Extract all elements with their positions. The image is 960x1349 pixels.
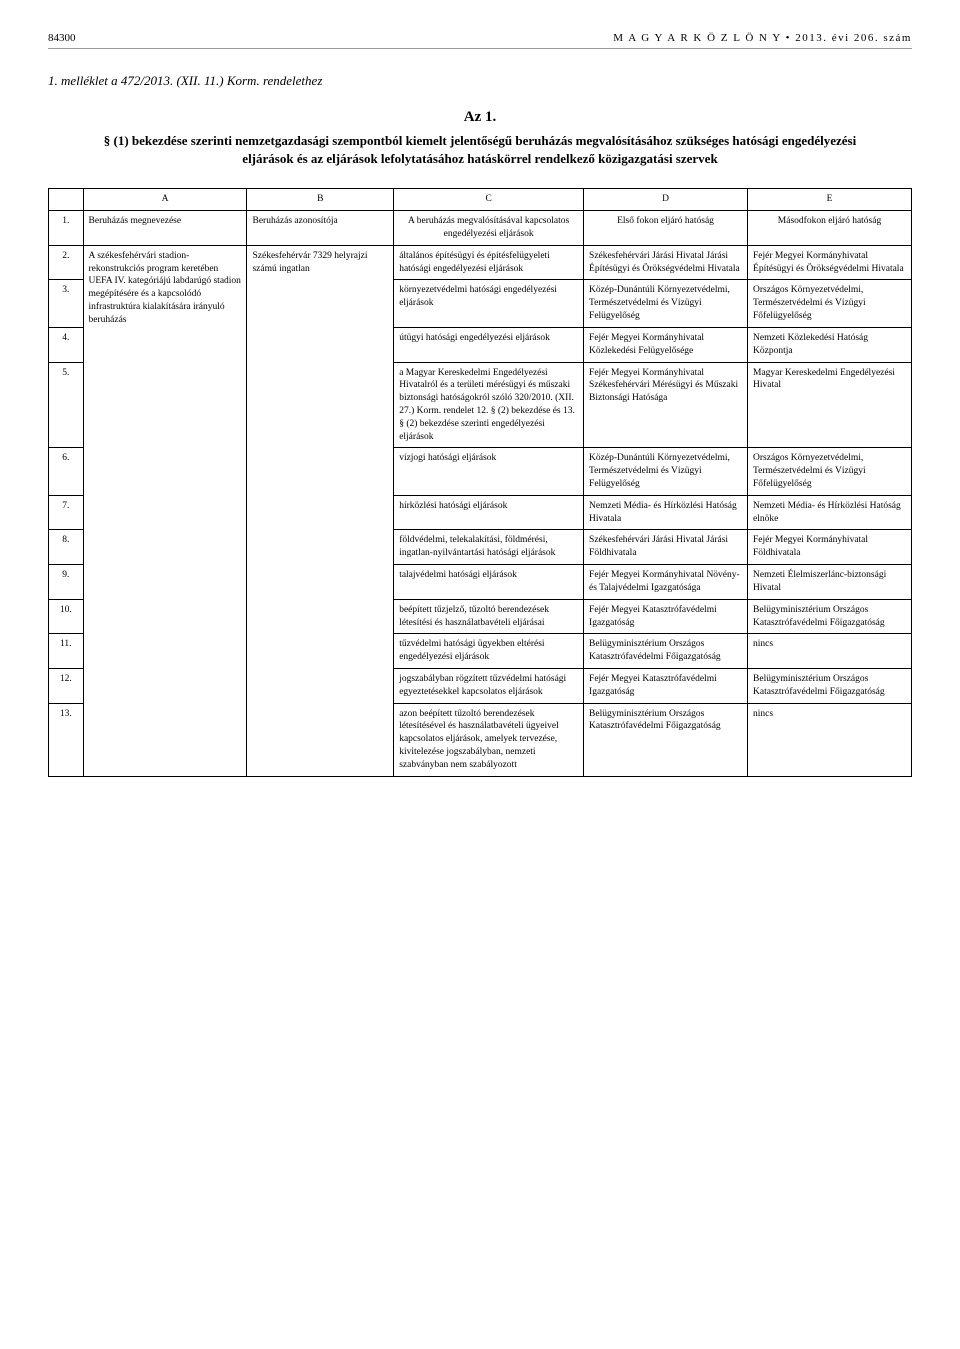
cell-c: a Magyar Kereskedelmi Engedélyezési Hiva…: [394, 362, 584, 448]
cell-d: Fejér Megyei Kormányhivatal Székesfehérv…: [584, 362, 748, 448]
authorities-table: A B C D E 1. Beruházás megnevezése Beruh…: [48, 188, 912, 776]
cell-d: Nemzeti Média- és Hírközlési Hatóság Hiv…: [584, 495, 748, 530]
cell-d: Belügyminisztérium Országos Katasztrófav…: [584, 634, 748, 669]
cell-d: Székesfehérvári Járási Hivatal Járási Fö…: [584, 530, 748, 565]
cell-c: általános építésügyi és építésfelügyelet…: [394, 245, 584, 280]
cell-c: tűzvédelmi hatósági ügyekben eltérési en…: [394, 634, 584, 669]
cell-e: Nemzeti Média- és Hírközlési Hatóság eln…: [748, 495, 912, 530]
col-E: E: [748, 189, 912, 211]
page-number: 84300: [48, 32, 76, 44]
section-title: Az 1.: [48, 109, 912, 126]
investment-id: Székesfehérvár 7329 helyrajzi számú inga…: [247, 245, 394, 776]
row-num: 4.: [49, 327, 84, 362]
cell-d: Fejér Megyei Katasztrófavédelmi Igazgató…: [584, 668, 748, 703]
row-num: 11.: [49, 634, 84, 669]
cell-e: Belügyminisztérium Országos Katasztrófav…: [748, 599, 912, 634]
cell-c: környezetvédelmi hatósági engedélyezési …: [394, 280, 584, 327]
cell-d: Fejér Megyei Katasztrófavédelmi Igazgató…: [584, 599, 748, 634]
cell-d: Belügyminisztérium Országos Katasztrófav…: [584, 703, 748, 776]
cell-e: Belügyminisztérium Országos Katasztrófav…: [748, 668, 912, 703]
cell-c: útügyi hatósági engedélyezési eljárások: [394, 327, 584, 362]
cell-e: Fejér Megyei Kormányhivatal Építésügyi é…: [748, 245, 912, 280]
cell-e: Országos Környezetvédelmi, Természetvéde…: [748, 280, 912, 327]
section-subtitle: § (1) bekezdése szerinti nemzetgazdasági…: [48, 132, 912, 168]
cell-d: Fejér Megyei Kormányhivatal Közlekedési …: [584, 327, 748, 362]
col-blank: [49, 189, 84, 211]
cell-c: azon beépített tűzoltó berendezések léte…: [394, 703, 584, 776]
hdr-a: Beruházás megnevezése: [83, 211, 247, 246]
col-C: C: [394, 189, 584, 211]
row-num: 12.: [49, 668, 84, 703]
cell-d: Székesfehérvári Járási Hivatal Járási Ép…: [584, 245, 748, 280]
cell-e: Nemzeti Közlekedési Hatóság Központja: [748, 327, 912, 362]
document-page: 84300 M A G Y A R K Ö Z L Ö N Y • 2013. …: [0, 0, 960, 809]
attachment-ref: 1. melléklet a 472/2013. (XII. 11.) Korm…: [48, 73, 912, 89]
table-column-letters: A B C D E: [49, 189, 912, 211]
row-num: 3.: [49, 280, 84, 327]
cell-e: Fejér Megyei Kormányhivatal Földhivatala: [748, 530, 912, 565]
cell-e: Országos Környezetvédelmi, Természetvéde…: [748, 448, 912, 495]
hdr-b: Beruházás azonosítója: [247, 211, 394, 246]
table-row: 2. A székesfehérvári stadion-rekonstrukc…: [49, 245, 912, 280]
hdr-c: A beruházás megvalósításával kapcsolatos…: [394, 211, 584, 246]
row-num: 13.: [49, 703, 84, 776]
row-num: 10.: [49, 599, 84, 634]
table-header-row: 1. Beruházás megnevezése Beruházás azono…: [49, 211, 912, 246]
col-D: D: [584, 189, 748, 211]
cell-d: Közép-Dunántúli Környezetvédelmi, Termés…: [584, 280, 748, 327]
hdr-d: Első fokon eljáró hatóság: [584, 211, 748, 246]
cell-d: Fejér Megyei Kormányhivatal Növény- és T…: [584, 565, 748, 600]
cell-c: hírközlési hatósági eljárások: [394, 495, 584, 530]
row-num: 7.: [49, 495, 84, 530]
hdr-e: Másodfokon eljáró hatóság: [748, 211, 912, 246]
cell-d: Közép-Dunántúli Környezetvédelmi, Termés…: [584, 448, 748, 495]
col-B: B: [247, 189, 394, 211]
row-num: 8.: [49, 530, 84, 565]
cell-c: vízjogi hatósági eljárások: [394, 448, 584, 495]
cell-e: nincs: [748, 703, 912, 776]
cell-c: beépített tűzjelző, tűzoltó berendezések…: [394, 599, 584, 634]
col-A: A: [83, 189, 247, 211]
cell-e: nincs: [748, 634, 912, 669]
cell-c: talajvédelmi hatósági eljárások: [394, 565, 584, 600]
row-num: 5.: [49, 362, 84, 448]
row-num: 6.: [49, 448, 84, 495]
row-num: 2.: [49, 245, 84, 280]
cell-e: Nemzeti Élelmiszerlánc-biztonsági Hivata…: [748, 565, 912, 600]
cell-e: Magyar Kereskedelmi Engedélyezési Hivata…: [748, 362, 912, 448]
cell-c: földvédelmi, telekalakítási, földmérési,…: [394, 530, 584, 565]
row-num: 9.: [49, 565, 84, 600]
cell-c: jogszabályban rögzített tűzvédelmi hatós…: [394, 668, 584, 703]
journal-name: M A G Y A R K Ö Z L Ö N Y • 2013. évi 20…: [613, 32, 912, 44]
hdr-num: 1.: [49, 211, 84, 246]
investment-name: A székesfehérvári stadion-rekonstrukciós…: [83, 245, 247, 776]
running-header: 84300 M A G Y A R K Ö Z L Ö N Y • 2013. …: [48, 32, 912, 49]
